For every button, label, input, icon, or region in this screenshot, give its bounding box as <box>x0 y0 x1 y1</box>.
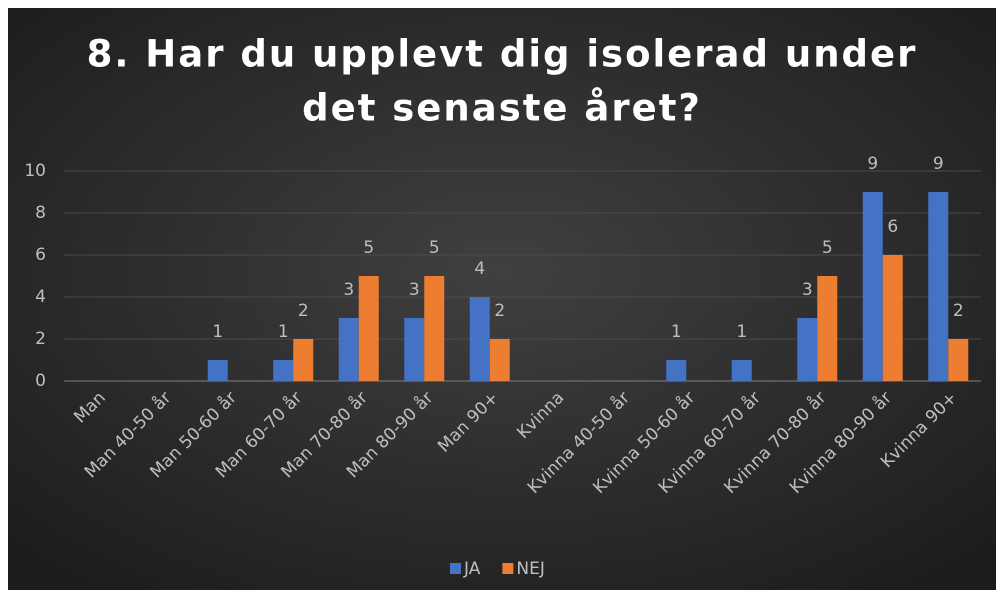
data-label: 5 <box>363 238 374 258</box>
y-tick-label: 4 <box>35 287 46 307</box>
bar <box>338 318 359 381</box>
bar <box>293 339 314 381</box>
data-label: 3 <box>409 280 420 300</box>
bar <box>273 360 294 381</box>
chart-title: det senaste året? <box>302 87 702 130</box>
data-label: 2 <box>953 301 964 321</box>
data-label: 1 <box>736 322 747 342</box>
y-tick-label: 2 <box>35 329 46 349</box>
bar <box>882 255 903 381</box>
data-label: 4 <box>474 259 485 279</box>
data-label: 5 <box>822 238 833 258</box>
data-label: 6 <box>887 217 898 237</box>
legend-swatch <box>502 563 514 574</box>
bar <box>207 360 228 381</box>
data-label: 1 <box>671 322 682 342</box>
y-tick-label: 0 <box>35 371 46 391</box>
bar <box>469 297 490 381</box>
y-tick-label: 6 <box>35 245 46 265</box>
bar <box>862 192 883 381</box>
bar <box>797 318 818 381</box>
data-label: 9 <box>933 154 944 174</box>
data-label: 5 <box>429 238 440 258</box>
legend-swatch <box>450 563 461 574</box>
bar <box>489 339 510 381</box>
legend-label: JA <box>463 559 481 579</box>
data-label: 3 <box>343 280 354 300</box>
y-tick-label: 8 <box>35 203 46 223</box>
data-label: 1 <box>212 322 223 342</box>
bar <box>928 192 949 381</box>
data-label: 3 <box>802 280 813 300</box>
y-tick-label: 10 <box>24 161 46 181</box>
data-label: 1 <box>278 322 289 342</box>
bar <box>948 339 969 381</box>
bar <box>817 276 838 381</box>
chart-title: 8. Har du upplevt dig isolerad under <box>87 33 918 76</box>
bar <box>404 318 425 381</box>
data-label: 2 <box>298 301 309 321</box>
data-label: 2 <box>494 301 505 321</box>
data-label: 9 <box>867 154 878 174</box>
bar <box>666 360 687 381</box>
legend-label: NEJ <box>516 559 544 579</box>
bar <box>424 276 445 381</box>
bar <box>731 360 752 381</box>
bar <box>358 276 379 381</box>
